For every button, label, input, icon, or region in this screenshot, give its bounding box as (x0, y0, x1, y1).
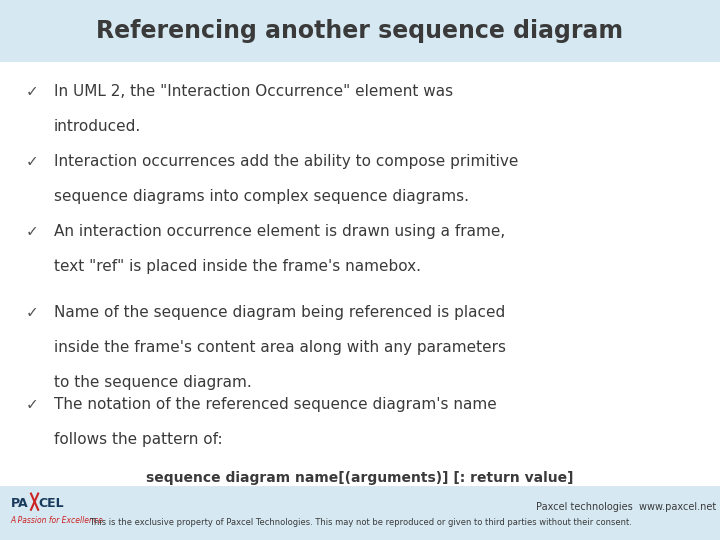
Text: This is the exclusive property of Paxcel Technologies. This may not be reproduce: This is the exclusive property of Paxcel… (89, 518, 631, 527)
Text: An interaction occurrence element is drawn using a frame,: An interaction occurrence element is dra… (54, 224, 505, 239)
Text: The notation of the referenced sequence diagram's name: The notation of the referenced sequence … (54, 397, 497, 412)
Text: PA: PA (11, 497, 28, 510)
Text: ✓: ✓ (26, 84, 39, 99)
Bar (0, 486, 720, 540)
Text: In UML 2, the "Interaction Occurrence" element was: In UML 2, the "Interaction Occurrence" e… (54, 84, 453, 99)
Text: sequence diagram name[(arguments)] [: return value]: sequence diagram name[(arguments)] [: re… (146, 471, 574, 485)
Text: to the sequence diagram.: to the sequence diagram. (54, 375, 252, 390)
Text: CEL: CEL (38, 497, 64, 510)
Text: sequence diagrams into complex sequence diagrams.: sequence diagrams into complex sequence … (54, 189, 469, 204)
Text: Name of the sequence diagram being referenced is placed: Name of the sequence diagram being refer… (54, 305, 505, 320)
Text: ✓: ✓ (26, 154, 39, 169)
Bar (0, 62, 720, 486)
Text: ✓: ✓ (26, 397, 39, 412)
Text: ✓: ✓ (26, 224, 39, 239)
Text: text "ref" is placed inside the frame's namebox.: text "ref" is placed inside the frame's … (54, 259, 421, 274)
Text: follows the pattern of:: follows the pattern of: (54, 432, 222, 447)
Text: A Passion for Excellence: A Passion for Excellence (11, 516, 104, 525)
Text: Referencing another sequence diagram: Referencing another sequence diagram (96, 19, 624, 43)
Bar (0, 0, 720, 62)
Text: inside the frame's content area along with any parameters: inside the frame's content area along wi… (54, 340, 506, 355)
Text: Interaction occurrences add the ability to compose primitive: Interaction occurrences add the ability … (54, 154, 518, 169)
Text: Paxcel technologies  www.paxcel.net: Paxcel technologies www.paxcel.net (536, 502, 716, 511)
Text: introduced.: introduced. (54, 119, 141, 134)
Text: ✓: ✓ (26, 305, 39, 320)
